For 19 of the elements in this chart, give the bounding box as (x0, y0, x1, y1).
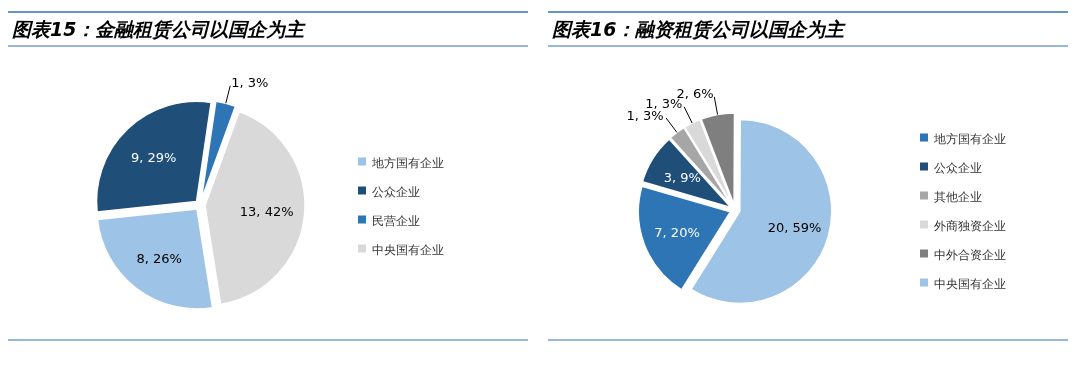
legend-label: 中外合资企业 (934, 247, 1006, 262)
data-label: 7, 20% (654, 225, 700, 241)
legend-label: 地方国有企业 (933, 131, 1006, 146)
data-label: 8, 26% (136, 251, 182, 267)
chart-title: 图表15：金融租赁公司以国企为主 (12, 18, 307, 40)
legend-label: 中央国有企业 (372, 242, 444, 257)
legend-label: 民营企业 (372, 213, 420, 228)
data-label: 13, 42% (239, 204, 294, 220)
data-label: 20, 59% (767, 220, 822, 236)
legend-label: 外商独资企业 (934, 218, 1006, 233)
legend-label: 中央国有企业 (934, 276, 1006, 291)
chart-title: 图表16：融资租赁公司以国企为主 (552, 18, 847, 40)
data-label: 3, 9% (663, 170, 701, 186)
legend-label: 公众企业 (934, 160, 982, 175)
legend-label: 公众企业 (372, 184, 420, 199)
legend-label: 其他企业 (934, 189, 982, 204)
data-label: 9, 29% (130, 149, 177, 165)
legend-label: 地方国有企业 (371, 155, 444, 170)
data-label: 1, 3% (231, 74, 269, 90)
